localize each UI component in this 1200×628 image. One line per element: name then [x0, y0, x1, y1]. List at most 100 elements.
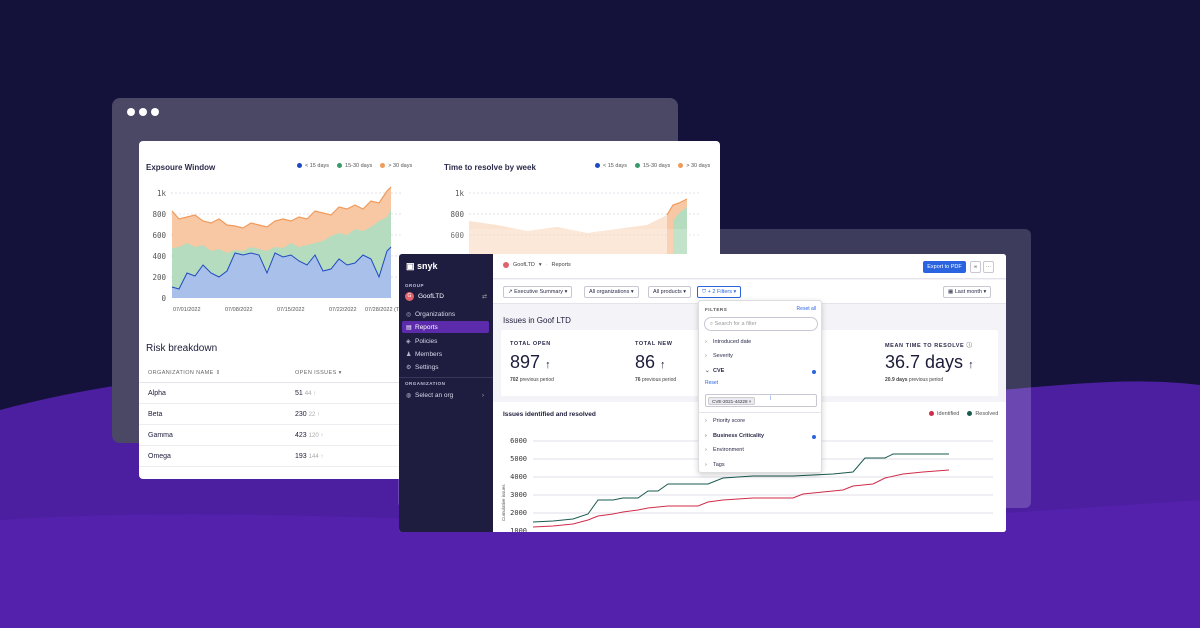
info-icon: ⓘ [966, 343, 973, 349]
risk-table: ORGANIZATION NAME ⇕ OPEN ISSUES ▾ Alpha … [139, 363, 409, 467]
legend-item: 15-30 days [337, 163, 372, 169]
sidebar-divider [399, 377, 493, 378]
y-axis-label: Cumulative issues [501, 484, 506, 521]
breadcrumb: GoofLTD ▾ · Reports [503, 262, 571, 268]
active-indicator [812, 370, 816, 374]
sidebar: ▣ snyk GROUP G GoofLTD ⇄ ◎ Organizations … [399, 254, 493, 532]
metric-label: TOTAL OPEN [510, 341, 551, 347]
x-tick: 07/01/2022 [173, 307, 201, 313]
y-tick: 400 [152, 252, 166, 261]
metric-sub: 76 previous period [635, 377, 677, 383]
legend-item: > 30 days [678, 163, 710, 169]
product-filter-select[interactable]: All products ▾ [648, 286, 692, 298]
y-tick: 6000 [510, 437, 527, 445]
column-header-org[interactable]: ORGANIZATION NAME ⇕ [148, 369, 221, 376]
y-tick: 800 [152, 210, 166, 219]
resolve-chart-title: Time to resolve by week [444, 163, 536, 172]
filter-item-tags[interactable]: › Tags [705, 462, 725, 468]
issues-chart: Cumulative issues 6000 5000 4000 3000 20… [501, 437, 993, 532]
date-range-select[interactable]: ▦ Last month ▾ [943, 286, 992, 298]
group-switcher[interactable]: G GoofLTD ⇄ [405, 291, 489, 302]
filter-search-input[interactable]: ⌕ Search for a filter [704, 317, 818, 331]
y-tick: 200 [152, 273, 166, 282]
window-dot [151, 108, 159, 116]
issues-legend: Identified Resolved [929, 411, 998, 417]
members-icon: ♟ [406, 351, 412, 358]
y-tick: 1k [455, 189, 465, 198]
table-row[interactable]: Alpha 51 44 ↑ [139, 383, 409, 404]
table-header: ORGANIZATION NAME ⇕ OPEN ISSUES ▾ [139, 363, 409, 383]
metric-label: TOTAL NEW [635, 341, 673, 347]
divider [699, 412, 821, 413]
window-dot [127, 108, 135, 116]
filter-dropdown: FILTERS Reset all ⌕ Search for a filter … [698, 300, 822, 473]
dropdown-header: FILTERS [705, 307, 728, 312]
window-dot [139, 108, 147, 116]
y-tick: 600 [450, 231, 464, 240]
org-icon: ◎ [406, 311, 412, 318]
column-header-issues[interactable]: OPEN ISSUES ▾ [295, 369, 342, 376]
filter-item-priority-score[interactable]: › Priority score [705, 418, 746, 424]
legend-item: < 15 days [297, 163, 329, 169]
more-filters-button[interactable]: ⛉ + 2 Filters ▾ [697, 286, 742, 298]
table-row[interactable]: Beta 230 22 ↑ [139, 404, 409, 425]
sidebar-item-reports[interactable]: ▤ Reports [402, 321, 489, 333]
cve-chip: CVE-2021-44228 × [708, 397, 756, 405]
reports-icon: ▤ [406, 324, 412, 331]
filter-item-environment[interactable]: › Environment [705, 447, 744, 453]
search-icon: ⌕ [710, 320, 715, 327]
exposure-legend: < 15 days 15-30 days > 30 days [297, 163, 412, 169]
calendar-icon: ▦ [948, 289, 955, 295]
org-icon: ◍ [406, 392, 412, 399]
y-tick: 3000 [510, 491, 527, 499]
table-row[interactable]: Omega 193 144 ↑ [139, 446, 409, 467]
x-tick: 07/22/2022 [329, 307, 357, 313]
text-cursor-icon: ⦚ [770, 396, 772, 402]
filter-item-business-criticality[interactable]: › Business Criticality [705, 433, 765, 439]
more-icon[interactable]: ··· [983, 261, 994, 273]
sidebar-item-policies[interactable]: ◈ Policies [406, 337, 438, 345]
select-org[interactable]: ◍ Select an org › [406, 391, 484, 399]
x-tick: 07/15/2022 [277, 307, 305, 313]
y-tick: 1000 [510, 527, 527, 532]
y-tick: 800 [450, 210, 464, 219]
reset-all-link[interactable]: Reset all [796, 306, 816, 312]
metric-sub: 20.9 days previous period [885, 377, 944, 383]
metric-value: 36.7 days ↑ [885, 352, 974, 372]
policies-icon: ◈ [406, 338, 411, 345]
filter-item-introduced-date[interactable]: › Introduced date [705, 339, 752, 345]
issues-chart-title: Issues identified and resolved [503, 411, 596, 418]
cve-input[interactable]: CVE-2021-44228 × ⦚ [705, 394, 817, 407]
sidebar-item-members[interactable]: ♟ Members [406, 350, 443, 358]
table-row[interactable]: Gamma 423 120 ↑ [139, 425, 409, 446]
filter-item-cve[interactable]: ⌄ CVE [705, 368, 725, 374]
cve-reset-link[interactable]: Reset [705, 380, 719, 386]
chevron-right-icon: › [705, 433, 707, 439]
sidebar-item-settings[interactable]: ⚙ Settings [406, 363, 439, 371]
metric-label: MEAN TIME TO RESOLVE ⓘ [885, 343, 973, 349]
close-icon[interactable]: × [748, 398, 752, 404]
org-filter-select[interactable]: All organizations ▾ [584, 286, 639, 298]
legend-item: < 15 days [595, 163, 627, 169]
chevron-right-icon: › [705, 447, 707, 453]
topbar: GoofLTD ▾ · Reports Export to PDF ∞ ··· [493, 254, 1006, 279]
sidebar-item-organizations[interactable]: ◎ Organizations [406, 310, 456, 318]
chevron-right-icon: › [705, 353, 707, 359]
chevron-down-icon: ⌄ [705, 368, 710, 374]
group-label: GROUP [405, 283, 425, 288]
settings-icon: ⚙ [406, 364, 412, 371]
report-type-select[interactable]: ↗ Executive Summary ▾ [503, 286, 573, 298]
exposure-chart: 1k 800 600 400 200 0 07/01/2022 07/08/20… [152, 186, 401, 313]
breadcrumb-page[interactable]: Reports [551, 262, 571, 268]
chevron-right-icon: › [705, 462, 707, 468]
metric-value: 86 ↑ [635, 352, 666, 372]
legend-item: Identified [929, 411, 959, 417]
export-pdf-button[interactable]: Export to PDF [923, 261, 966, 273]
exposure-chart-title: Expsoure Window [146, 163, 216, 172]
filter-item-severity[interactable]: › Severity [705, 353, 733, 359]
snyk-logo[interactable]: ▣ snyk [406, 261, 438, 271]
link-icon[interactable]: ∞ [970, 261, 981, 273]
breadcrumb-group[interactable]: GoofLTD [513, 262, 535, 268]
risk-breakdown-title: Risk breakdown [146, 343, 218, 354]
y-tick: 5000 [510, 455, 527, 463]
